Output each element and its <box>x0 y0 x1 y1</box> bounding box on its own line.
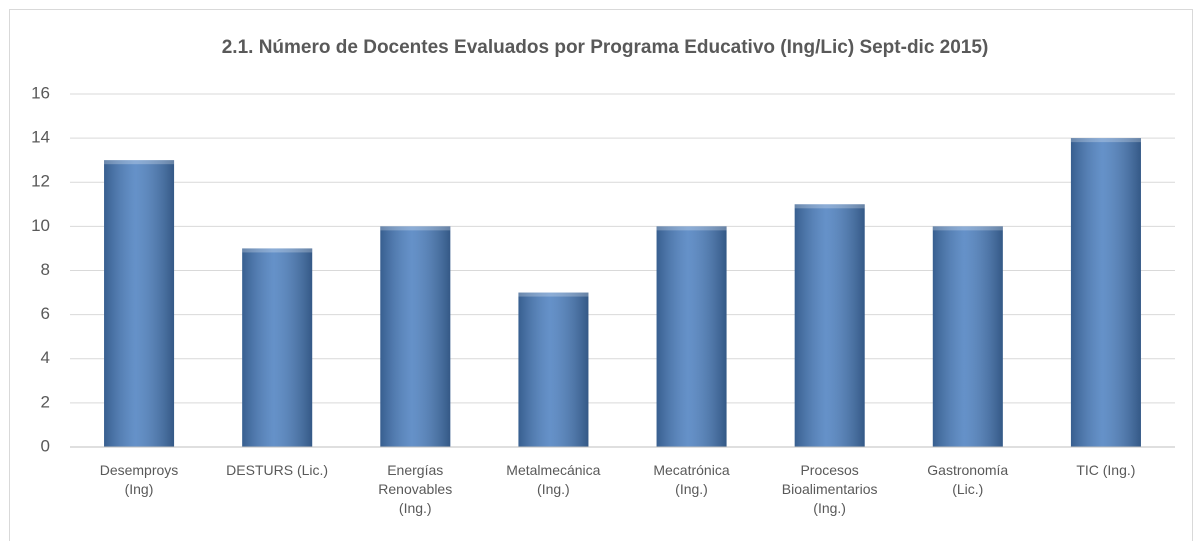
bar-group <box>518 292 589 447</box>
bar-top <box>1070 138 1141 143</box>
y-tick-label: 6 <box>41 304 50 323</box>
bar-shade <box>380 226 451 447</box>
bar-top <box>932 226 1003 231</box>
x-tick-label: Energías Renovables (Ing.) <box>378 462 453 516</box>
bar-shade <box>932 226 1003 447</box>
bar-top <box>656 226 727 231</box>
y-tick-label: 0 <box>41 436 50 455</box>
x-tick-label: Mecatrónica (Ing.) <box>653 462 730 497</box>
bar-top <box>380 226 451 231</box>
bar-shade <box>794 204 865 447</box>
bar-shade <box>656 226 727 447</box>
bar-shade <box>518 292 589 447</box>
y-tick-label: 10 <box>31 216 50 235</box>
chart-title: 2.1. Número de Docentes Evaluados por Pr… <box>222 37 989 58</box>
bar-group <box>932 226 1003 447</box>
bar-group <box>1070 138 1141 447</box>
bar-top <box>242 248 313 253</box>
x-tick-label: TIC (Ing.) <box>1076 462 1136 478</box>
bar-top <box>518 292 589 297</box>
y-tick-label: 12 <box>31 172 50 191</box>
bar-group <box>380 226 451 447</box>
y-tick-label: 4 <box>41 348 50 367</box>
x-tick-label: Metalmecánica (Ing.) <box>506 462 601 497</box>
bar-group <box>242 248 313 447</box>
x-tick-label: Gastronomía (Lic.) <box>927 462 1009 497</box>
y-tick-label: 8 <box>41 260 50 279</box>
x-tick-label: DESTURS (Lic.) <box>226 462 329 478</box>
bar-group <box>104 160 175 447</box>
y-tick-label: 16 <box>31 83 50 102</box>
y-tick-label: 2 <box>41 392 50 411</box>
bar-shade <box>104 160 175 447</box>
y-tick-label: 14 <box>31 128 50 147</box>
x-tick-label: Desemproys (Ing) <box>99 462 179 497</box>
bar-group <box>656 226 727 447</box>
bar-shade <box>242 248 313 447</box>
bar-group <box>794 204 865 447</box>
bar-top <box>794 204 865 209</box>
bar-top <box>104 160 175 165</box>
bar-shade <box>1070 138 1141 447</box>
x-tick-label: Procesos Bioalimentarios (Ing.) <box>781 462 878 516</box>
